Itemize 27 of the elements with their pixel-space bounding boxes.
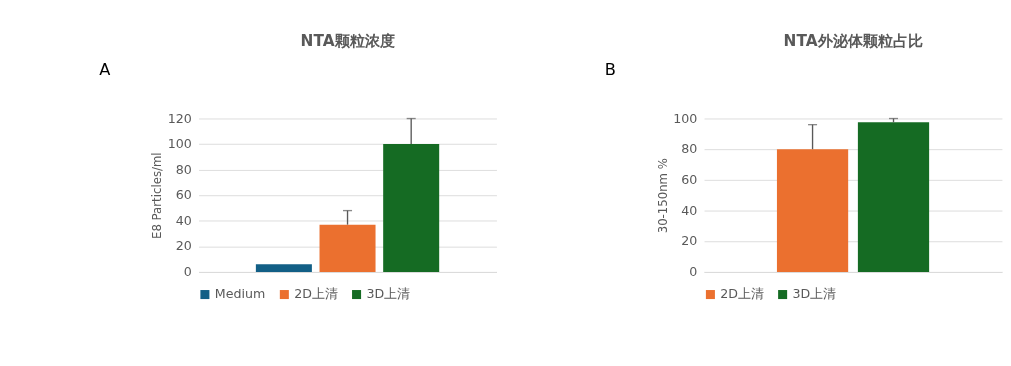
y-axis-title: 30-150nm % xyxy=(655,158,670,234)
y-tick-label: 20 xyxy=(175,238,192,254)
y-tick-label: 80 xyxy=(175,161,192,177)
chart-title: NTA外泌体颗粒占比 xyxy=(783,32,923,51)
y-tick-label: 120 xyxy=(167,110,192,126)
y-axis-title: E8 Particles/ml xyxy=(150,152,165,240)
legend-label: 3D上清 xyxy=(366,286,411,302)
y-tick-label: 40 xyxy=(175,212,192,228)
y-tick-label: 80 xyxy=(681,141,698,157)
y-tick-label: 0 xyxy=(689,264,698,280)
bar xyxy=(255,264,312,272)
y-tick-label: 0 xyxy=(183,264,192,280)
text: B xyxy=(604,60,616,80)
y-tick-label: 60 xyxy=(175,187,192,203)
legend-label: 2D上清 xyxy=(294,286,339,302)
y-tick-label: 40 xyxy=(681,202,698,218)
chart-title: NTA颗粒浓度 xyxy=(300,32,395,51)
legend-label: 3D上清 xyxy=(792,286,837,302)
bar xyxy=(383,144,440,272)
bar xyxy=(319,224,376,272)
y-tick-label: 100 xyxy=(673,110,698,126)
legend-label: 2D上清 xyxy=(720,286,765,302)
text: A xyxy=(99,60,111,80)
y-tick-label: 60 xyxy=(681,171,698,187)
y-tick-label: 20 xyxy=(681,233,698,249)
legend-label: Medium xyxy=(214,286,266,302)
y-tick-label: 100 xyxy=(167,136,192,152)
